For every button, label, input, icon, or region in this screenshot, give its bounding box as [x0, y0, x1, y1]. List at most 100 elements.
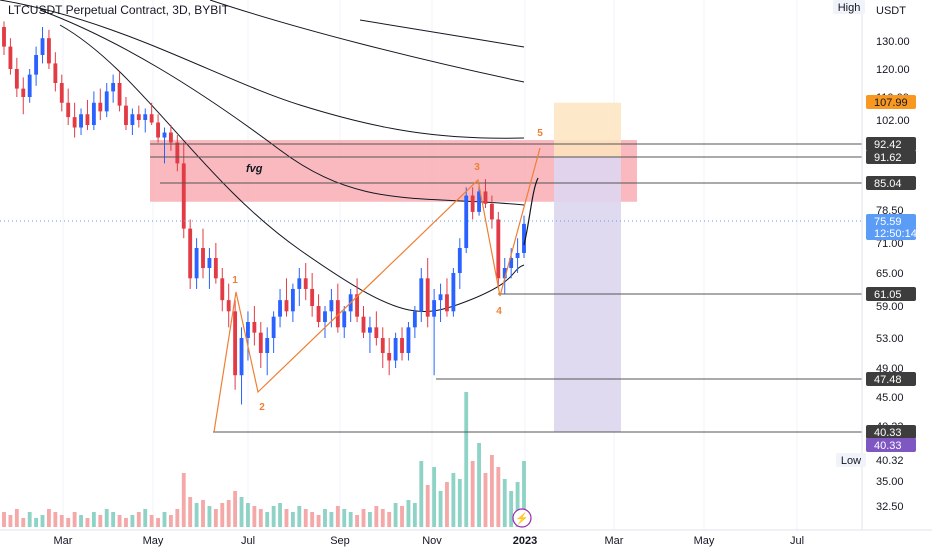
volume-bar	[8, 515, 13, 527]
elliott-wave-drawing[interactable]: 1 2 3 4 5	[213, 128, 543, 433]
volume-bar	[400, 506, 404, 527]
moving-average-line	[59, 24, 525, 312]
volume-bar	[79, 515, 83, 527]
time-axis[interactable]: Mar May Jul Sep Nov 2023 Mar May Jul	[54, 535, 805, 547]
candle-body	[400, 338, 404, 353]
candle-body	[464, 195, 469, 248]
candle-body	[124, 105, 128, 126]
volume-bar	[502, 479, 507, 527]
y-tick-label: 130.00	[876, 36, 910, 48]
volume-bar	[445, 482, 449, 527]
volume-bar	[91, 512, 96, 527]
volume-bar	[201, 500, 205, 527]
candle-body	[143, 114, 148, 120]
candle-body	[258, 332, 263, 353]
price-badge-bg	[866, 214, 916, 228]
volume-bar	[124, 518, 128, 527]
volume-bar	[207, 506, 212, 527]
volume-bar	[239, 497, 244, 527]
volume-bar	[425, 485, 430, 527]
price-badge: 40.33	[874, 440, 902, 452]
candle-body	[220, 278, 225, 301]
candle-body	[310, 288, 315, 306]
volume-bar	[342, 509, 347, 527]
candle-body	[425, 278, 430, 317]
volume-bar	[355, 515, 360, 527]
candle-body	[406, 327, 411, 353]
candle-body	[335, 300, 340, 328]
candle-body	[329, 300, 334, 312]
candle-body	[515, 253, 520, 258]
candle-body	[181, 163, 186, 229]
price-badge: 92.42	[874, 139, 902, 151]
candle-body	[27, 74, 32, 97]
candle-body	[34, 55, 39, 75]
candle-body	[149, 114, 154, 123]
volume-bar	[387, 512, 392, 527]
volume-bar	[316, 515, 321, 527]
target-zone	[554, 102, 621, 157]
price-badge-bg	[866, 176, 916, 190]
candle-body	[477, 191, 481, 212]
volume-bar	[515, 482, 520, 527]
candle-body	[233, 311, 238, 376]
candle-body	[201, 248, 205, 268]
volume-bar	[329, 512, 334, 527]
candle-body	[387, 353, 392, 361]
price-badge: 85.04	[874, 178, 902, 190]
volume-bar	[496, 467, 501, 527]
price-axis[interactable]: 130.00120.00110.00102.0078.5071.0065.005…	[836, 36, 917, 513]
candle-body	[8, 46, 13, 69]
x-tick-label: May	[694, 535, 715, 547]
candle-body	[502, 268, 507, 279]
volume-bar	[265, 512, 270, 527]
candle-body	[207, 258, 212, 268]
candle-body	[470, 195, 475, 212]
volume-bar	[368, 512, 372, 527]
y-tick-label: 35.00	[876, 476, 904, 488]
volume-bar	[213, 509, 218, 527]
candle-body	[374, 327, 379, 338]
candle-body	[265, 338, 270, 353]
candle-body	[522, 223, 526, 253]
volume-bar	[34, 518, 39, 527]
alert-button[interactable]: ⚡	[512, 508, 532, 528]
candle-body	[368, 327, 372, 333]
candle-body	[489, 203, 494, 220]
volume-bar	[374, 506, 379, 527]
x-tick-label: Mar	[605, 535, 624, 547]
volume-bar	[175, 509, 180, 527]
price-badge: 12:50:14	[874, 228, 917, 240]
low-value: 40.32	[876, 455, 904, 467]
price-badge: 47.48	[874, 374, 902, 386]
candle-body	[194, 248, 199, 279]
volume-bar	[310, 512, 315, 527]
candle-body	[297, 278, 302, 289]
candle-body	[361, 316, 366, 333]
horizontal-levels[interactable]	[0, 143, 862, 433]
x-tick-label: Sep	[330, 535, 350, 547]
volume-bar	[72, 512, 77, 527]
candle-body	[168, 132, 173, 143]
price-badge-bg	[866, 137, 916, 151]
candle-body	[239, 338, 244, 376]
y-tick-label: 32.50	[876, 501, 904, 513]
volume-bar	[464, 392, 469, 527]
volume-bar	[258, 509, 263, 527]
fvg-label: fvg	[246, 163, 263, 175]
price-badge: 91.62	[874, 152, 902, 164]
volume-bar	[246, 503, 250, 527]
candle-body	[59, 83, 64, 103]
moving-average-line	[359, 19, 525, 48]
x-tick-label: May	[143, 535, 164, 547]
price-badge-bg	[866, 95, 916, 109]
volume-bar	[522, 461, 526, 527]
wave-label-3: 3	[474, 162, 480, 173]
candle-body	[2, 27, 6, 47]
volume-bar	[168, 515, 173, 527]
x-tick-label: Jul	[790, 535, 804, 547]
volume-bar	[98, 515, 103, 527]
volume-bar	[130, 515, 135, 527]
candle-body	[355, 294, 360, 317]
